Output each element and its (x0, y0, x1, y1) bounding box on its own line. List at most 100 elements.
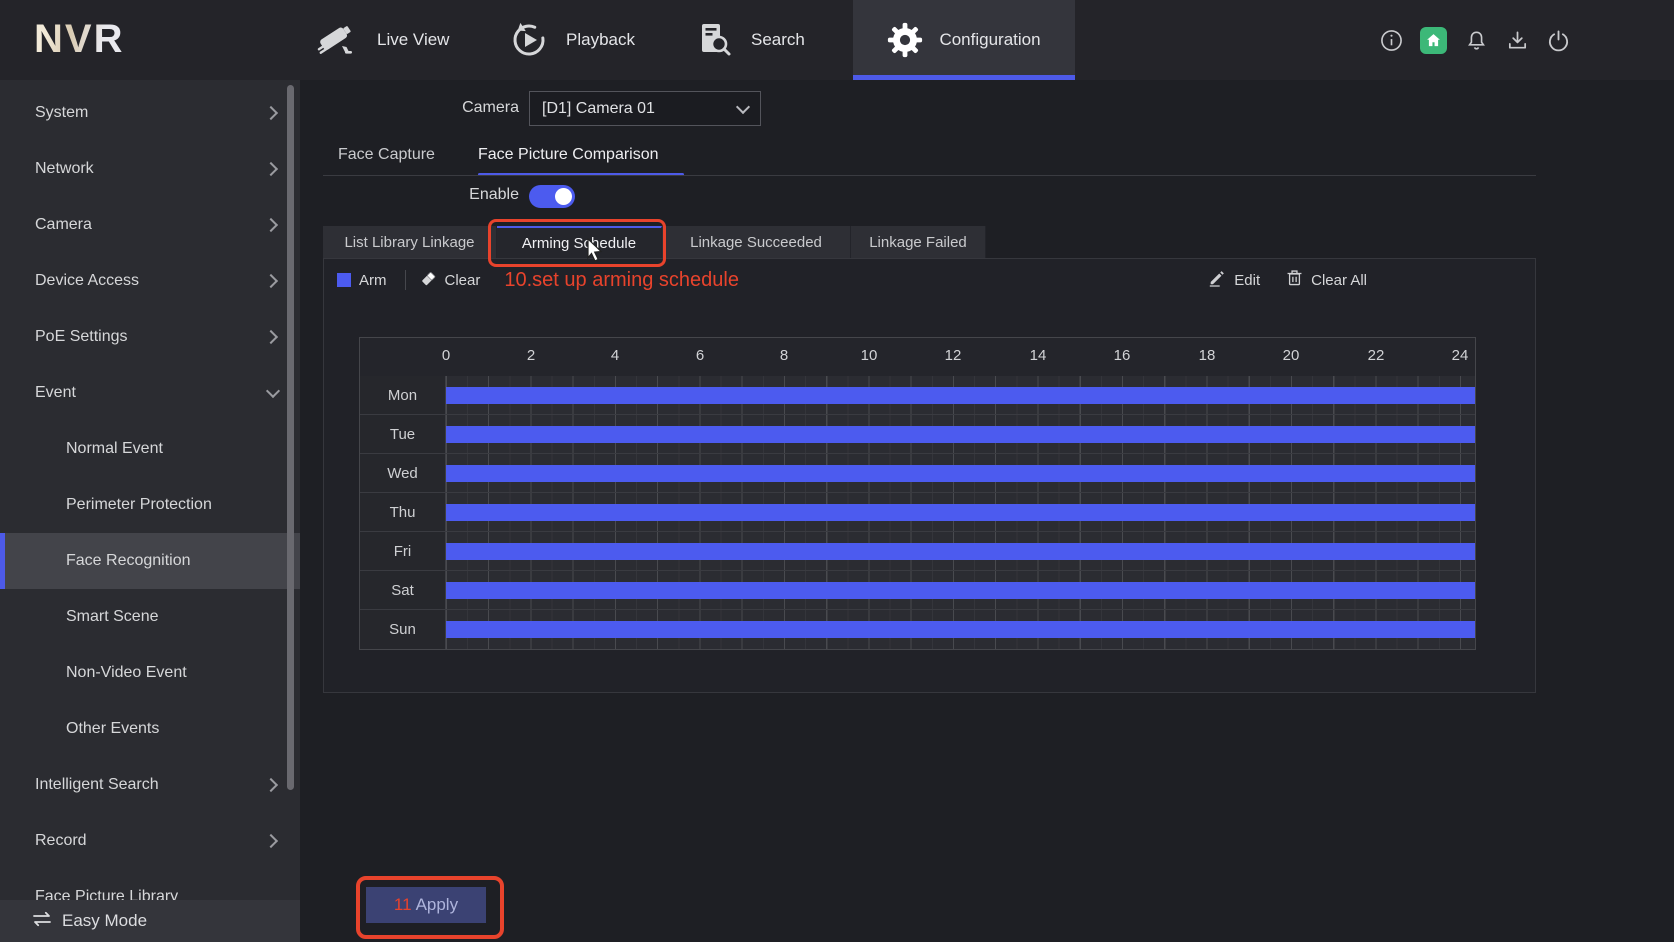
tab-face-capture[interactable]: Face Capture (338, 140, 435, 170)
schedule-row-mon[interactable]: Mon (360, 376, 1475, 415)
enable-toggle[interactable] (529, 185, 575, 208)
subtab-arming-schedule[interactable]: Arming Schedule (497, 226, 662, 259)
chevron-right-icon (263, 777, 279, 793)
nav-search[interactable]: Search (693, 0, 805, 80)
hour-tick: 0 (441, 347, 451, 364)
tab-face-picture-comparison[interactable]: Face Picture Comparison (478, 140, 659, 170)
sidebar-item-record[interactable]: Record (0, 813, 300, 869)
subtab-linkage-failed[interactable]: Linkage Failed (851, 226, 986, 258)
schedule-row-fri[interactable]: Fri (360, 532, 1475, 571)
topbar-right-icons (1379, 0, 1570, 80)
schedule-row-thu[interactable]: Thu (360, 493, 1475, 532)
arm-bar[interactable] (446, 387, 1475, 404)
home-icon[interactable] (1420, 26, 1447, 54)
apply-label: Apply (415, 895, 459, 914)
sidebar-item-label: Other Events (66, 720, 160, 737)
subtab-label: List Library Linkage (344, 233, 475, 251)
apply-button[interactable]: 11 Apply (366, 887, 486, 923)
sidebar-item-system[interactable]: System (0, 85, 300, 141)
sidebar-item-camera[interactable]: Camera (0, 197, 300, 253)
sidebar-item-non-video-event[interactable]: Non-Video Event (0, 645, 300, 701)
playback-icon (508, 19, 550, 61)
nav-configuration[interactable]: Configuration (853, 0, 1075, 80)
arm-bar[interactable] (446, 543, 1475, 560)
arm-bar[interactable] (446, 582, 1475, 599)
search-doc-icon (693, 19, 735, 61)
chevron-right-icon (263, 217, 279, 233)
tab-label: Face Capture (338, 146, 435, 163)
toggle-knob (555, 188, 572, 205)
sidebar-item-label: Smart Scene (66, 608, 159, 625)
arming-schedule-panel: Arm Clear 10.set up arming schedule Edit (323, 258, 1536, 693)
edit-button[interactable]: Edit (1208, 269, 1260, 291)
bell-icon[interactable] (1464, 28, 1488, 52)
chevron-right-icon (263, 833, 279, 849)
gear-icon (887, 22, 923, 58)
download-icon[interactable] (1505, 28, 1529, 52)
sidebar-item-label: Normal Event (66, 440, 163, 457)
sidebar-item-other-events[interactable]: Other Events (0, 701, 300, 757)
power-icon[interactable] (1546, 28, 1570, 52)
arm-bar[interactable] (446, 621, 1475, 638)
nav-playback[interactable]: Playback (508, 0, 635, 80)
hour-tick: 10 (860, 347, 878, 364)
day-label: Sun (360, 610, 446, 649)
hour-tick: 8 (779, 347, 789, 364)
sidebar-item-label: PoE Settings (35, 328, 128, 345)
chevron-down-icon (735, 99, 751, 114)
subtab-list-library-linkage[interactable]: List Library Linkage (323, 226, 497, 258)
sidebar-item-label: System (35, 104, 89, 121)
hour-tick: 22 (1367, 347, 1385, 364)
annotation-step11: 11 (393, 895, 412, 914)
main-content: Camera [D1] Camera 01 Face Capture Face … (300, 80, 1674, 942)
day-label: Mon (360, 376, 446, 414)
nav-label: Configuration (939, 30, 1041, 49)
sidebar-scrollbar[interactable] (287, 85, 294, 790)
schedule-row-sun[interactable]: Sun (360, 610, 1475, 649)
swap-mode-icon (32, 911, 52, 932)
day-label: Thu (360, 493, 446, 531)
clear-all-button[interactable]: Clear All (1286, 269, 1367, 291)
camera-label: Camera (462, 99, 519, 116)
day-label: Sat (360, 571, 446, 609)
hour-tick: 14 (1029, 347, 1047, 364)
arm-bar[interactable] (446, 504, 1475, 521)
hour-tick: 2 (526, 347, 536, 364)
sidebar-item-intelligent-search[interactable]: Intelligent Search (0, 757, 300, 813)
edit-label: Edit (1234, 271, 1261, 289)
subtab-bar: List Library Linkage Arming Schedule Lin… (323, 226, 1536, 259)
active-tab-underline (478, 173, 684, 176)
camera-select[interactable]: [D1] Camera 01 (529, 91, 761, 126)
hour-tick: 4 (610, 347, 620, 364)
tab-label: Face Picture Comparison (478, 146, 659, 163)
camera-select-value: [D1] Camera 01 (542, 99, 655, 117)
nav-live-view[interactable]: Live View (315, 0, 449, 80)
sidebar-item-event[interactable]: Event (0, 365, 300, 421)
chevron-right-icon (263, 273, 279, 289)
day-label: Tue (360, 415, 446, 453)
arm-bar[interactable] (446, 426, 1475, 443)
subtab-linkage-succeeded[interactable]: Linkage Succeeded (662, 226, 851, 258)
sidebar-item-smart-scene[interactable]: Smart Scene (0, 589, 300, 645)
day-label: Fri (360, 532, 446, 570)
sidebar-item-normal-event[interactable]: Normal Event (0, 421, 300, 477)
arm-bar[interactable] (446, 465, 1475, 482)
eraser-icon (420, 270, 437, 291)
hour-tick: 24 (1451, 347, 1469, 364)
schedule-row-wed[interactable]: Wed (360, 454, 1475, 493)
sidebar-item-network[interactable]: Network (0, 141, 300, 197)
easy-mode-button[interactable]: Easy Mode (0, 900, 300, 942)
sidebar-item-label: Record (35, 832, 87, 849)
subtab-label: Linkage Succeeded (690, 233, 822, 251)
sidebar-item-poe-settings[interactable]: PoE Settings (0, 309, 300, 365)
sidebar-item-perimeter-protection[interactable]: Perimeter Protection (0, 477, 300, 533)
schedule-row-tue[interactable]: Tue (360, 415, 1475, 454)
info-icon[interactable] (1379, 28, 1403, 52)
sidebar-item-face-recognition[interactable]: Face Recognition (0, 533, 300, 589)
clear-button[interactable]: Clear (420, 270, 480, 291)
schedule-row-sat[interactable]: Sat (360, 571, 1475, 610)
arm-color-swatch (337, 273, 351, 287)
sidebar-item-device-access[interactable]: Device Access (0, 253, 300, 309)
hour-tick: 6 (695, 347, 705, 364)
nav-label: Search (751, 30, 805, 49)
